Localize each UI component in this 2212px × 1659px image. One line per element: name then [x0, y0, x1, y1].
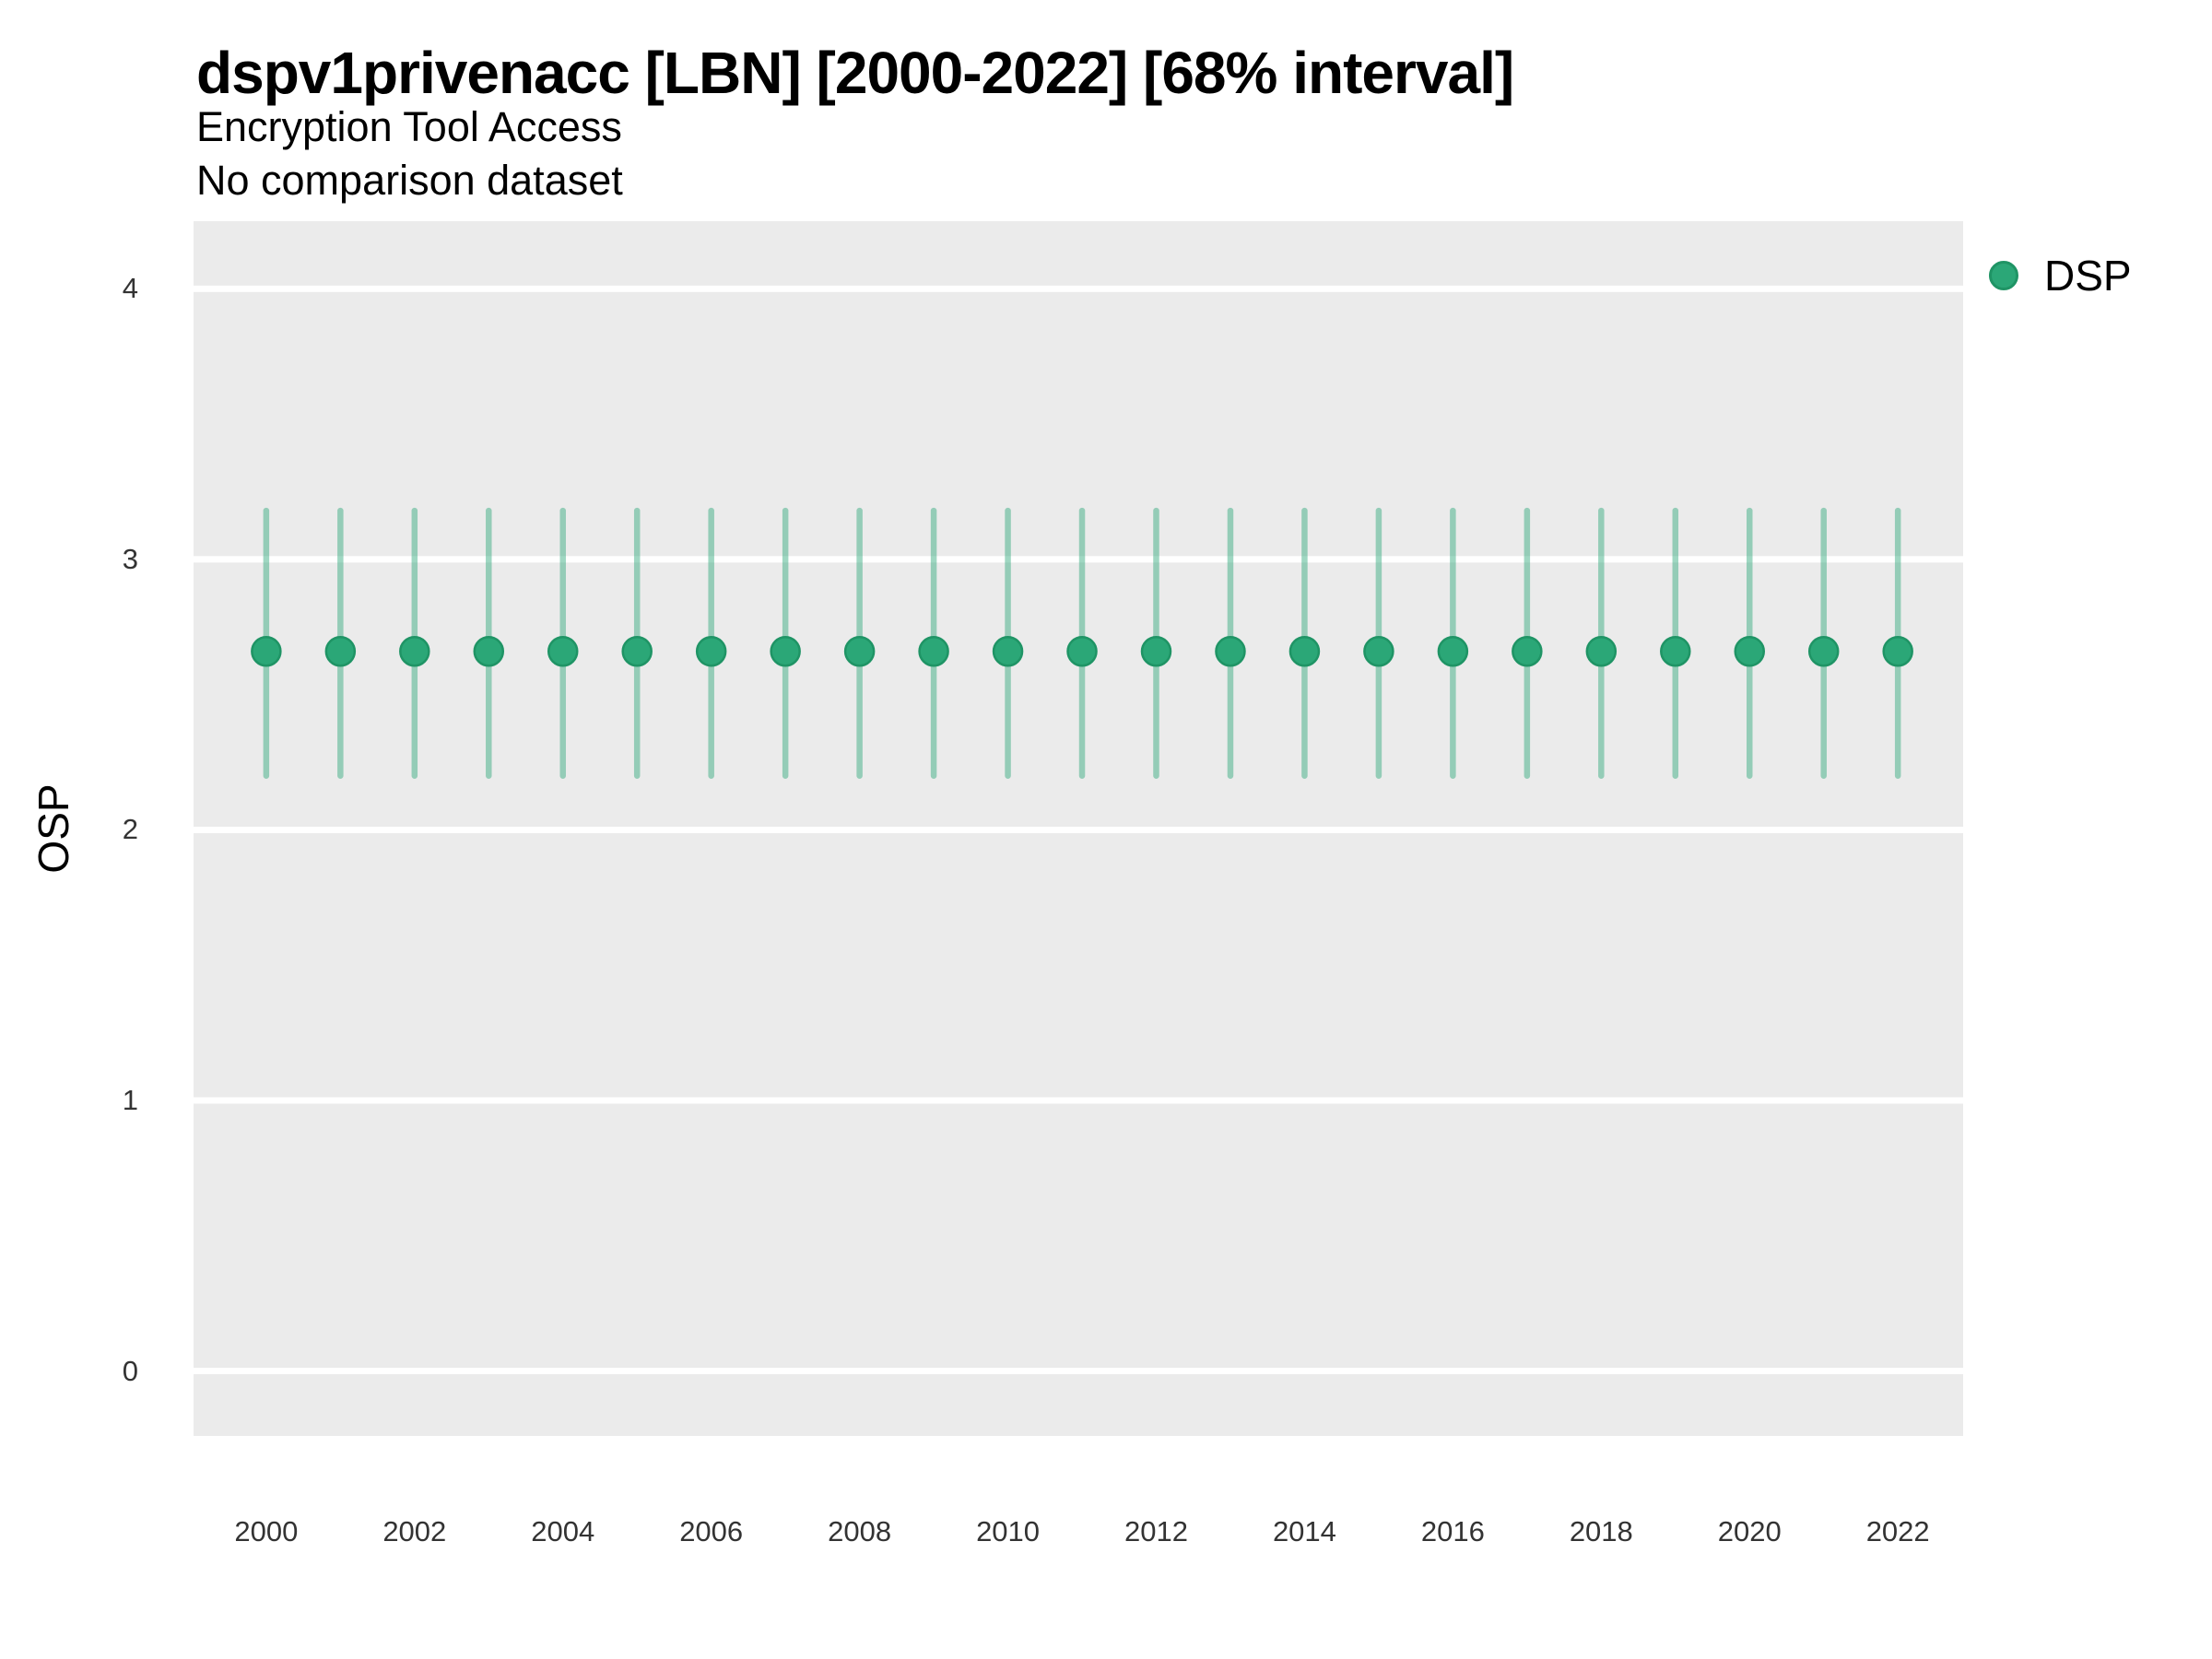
data-point-2004: [547, 635, 579, 667]
data-point-2003: [473, 635, 505, 667]
x-tick-label-2002: 2002: [382, 1515, 447, 1547]
data-point-2016: [1437, 635, 1469, 667]
data-point-2007: [770, 635, 801, 667]
data-point-2002: [399, 635, 430, 667]
data-point-2015: [1363, 635, 1394, 667]
data-point-2014: [1288, 635, 1321, 667]
data-point-2005: [621, 635, 653, 667]
y-tick-label-4: 4: [122, 272, 138, 305]
data-point-2021: [1807, 635, 1840, 667]
x-tick-label-2004: 2004: [531, 1515, 595, 1547]
x-tick-label-2000: 2000: [234, 1515, 299, 1547]
data-point-2008: [843, 635, 876, 667]
x-tick-label-2010: 2010: [976, 1515, 1041, 1547]
legend-label: DSP: [2044, 252, 2132, 300]
data-point-2012: [1140, 635, 1172, 667]
chart-title: dspv1privenacc [LBN] [2000-2022] [68% in…: [196, 40, 1514, 106]
y-tick-label-3: 3: [122, 542, 138, 575]
comparison-note: No comparison dataset: [196, 157, 623, 204]
data-point-2019: [1660, 635, 1691, 667]
data-point-2001: [324, 635, 357, 667]
x-tick-label-2020: 2020: [1717, 1515, 1782, 1547]
chart-canvas: [194, 285, 1963, 1375]
data-point-2009: [918, 635, 949, 667]
y-tick-label-1: 1: [122, 1084, 138, 1116]
data-point-2022: [1882, 635, 1913, 667]
data-point-2006: [695, 635, 727, 667]
x-tick-label-2018: 2018: [1569, 1515, 1633, 1547]
legend: DSP: [1989, 251, 2132, 300]
data-point-2010: [992, 635, 1024, 667]
y-tick-label-0: 0: [122, 1354, 138, 1387]
x-tick-label-2016: 2016: [1420, 1515, 1485, 1547]
x-tick-label-2008: 2008: [828, 1515, 892, 1547]
y-tick-label-2: 2: [122, 813, 138, 846]
data-point-2011: [1066, 635, 1098, 667]
data-point-2017: [1512, 635, 1543, 667]
plot-panel: [194, 221, 1963, 1436]
x-tick-label-2014: 2014: [1272, 1515, 1336, 1547]
data-point-2013: [1215, 635, 1246, 667]
data-point-2018: [1585, 635, 1618, 667]
x-tick-label-2006: 2006: [679, 1515, 744, 1547]
x-tick-label-2012: 2012: [1124, 1515, 1188, 1547]
legend-circle-icon: [1989, 261, 2018, 290]
chart-subtitle: Encryption Tool Access: [196, 103, 622, 150]
data-point-2000: [251, 635, 282, 667]
x-tick-label-2022: 2022: [1865, 1515, 1930, 1547]
data-point-2020: [1734, 635, 1765, 667]
